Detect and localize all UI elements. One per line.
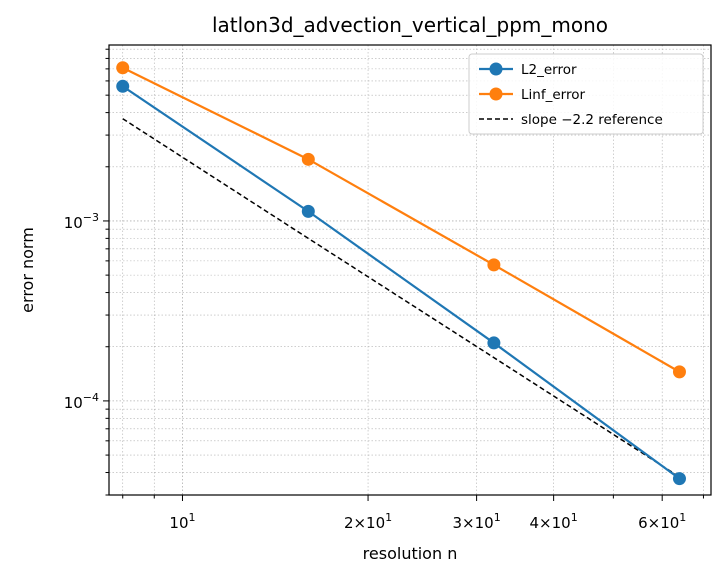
series-line-slope-2-2-reference [122, 118, 680, 478]
y-tick-label: 10−3 [64, 211, 99, 232]
reference-series [122, 118, 680, 478]
series-line-linf-error [122, 66, 681, 373]
y-tick-label: 10−4 [64, 391, 99, 412]
x-tick-label: 3×101 [453, 511, 501, 532]
legend-marker-linf-error [489, 87, 503, 101]
plot-frame [108, 44, 712, 496]
x-axis-label: resolution n [363, 544, 458, 563]
data-point-l2-error [672, 472, 686, 486]
legend-label-linf-error: Linf_error [521, 87, 585, 103]
legend-label-l2-error: L2_error [521, 62, 577, 78]
data-point-linf-error [116, 61, 130, 75]
data-point-linf-error [487, 258, 501, 272]
legend-label-slope-2-2-reference: slope −2.2 reference [521, 112, 663, 128]
series-lines [116, 61, 686, 486]
x-tick-label: 4×101 [530, 511, 578, 532]
data-point-linf-error [672, 365, 686, 379]
legend-marker-l2-error [489, 62, 503, 76]
axis-ticks: 101 2×101 3×101 4×101 6×101 10−3 10−4 [64, 48, 704, 532]
y-axis-label: error norm [18, 227, 37, 313]
legend-box [468, 53, 704, 135]
x-tick-label: 2×101 [344, 511, 392, 532]
data-point-l2-error [487, 336, 501, 350]
x-tick-label: 101 [169, 511, 195, 532]
data-point-l2-error [116, 79, 130, 93]
chart-title: latlon3d_advection_vertical_ppm_mono [212, 13, 608, 37]
data-point-l2-error [301, 204, 315, 218]
series-line-l2-error [122, 85, 681, 480]
data-point-linf-error [301, 152, 315, 166]
x-tick-label: 6×101 [638, 511, 686, 532]
